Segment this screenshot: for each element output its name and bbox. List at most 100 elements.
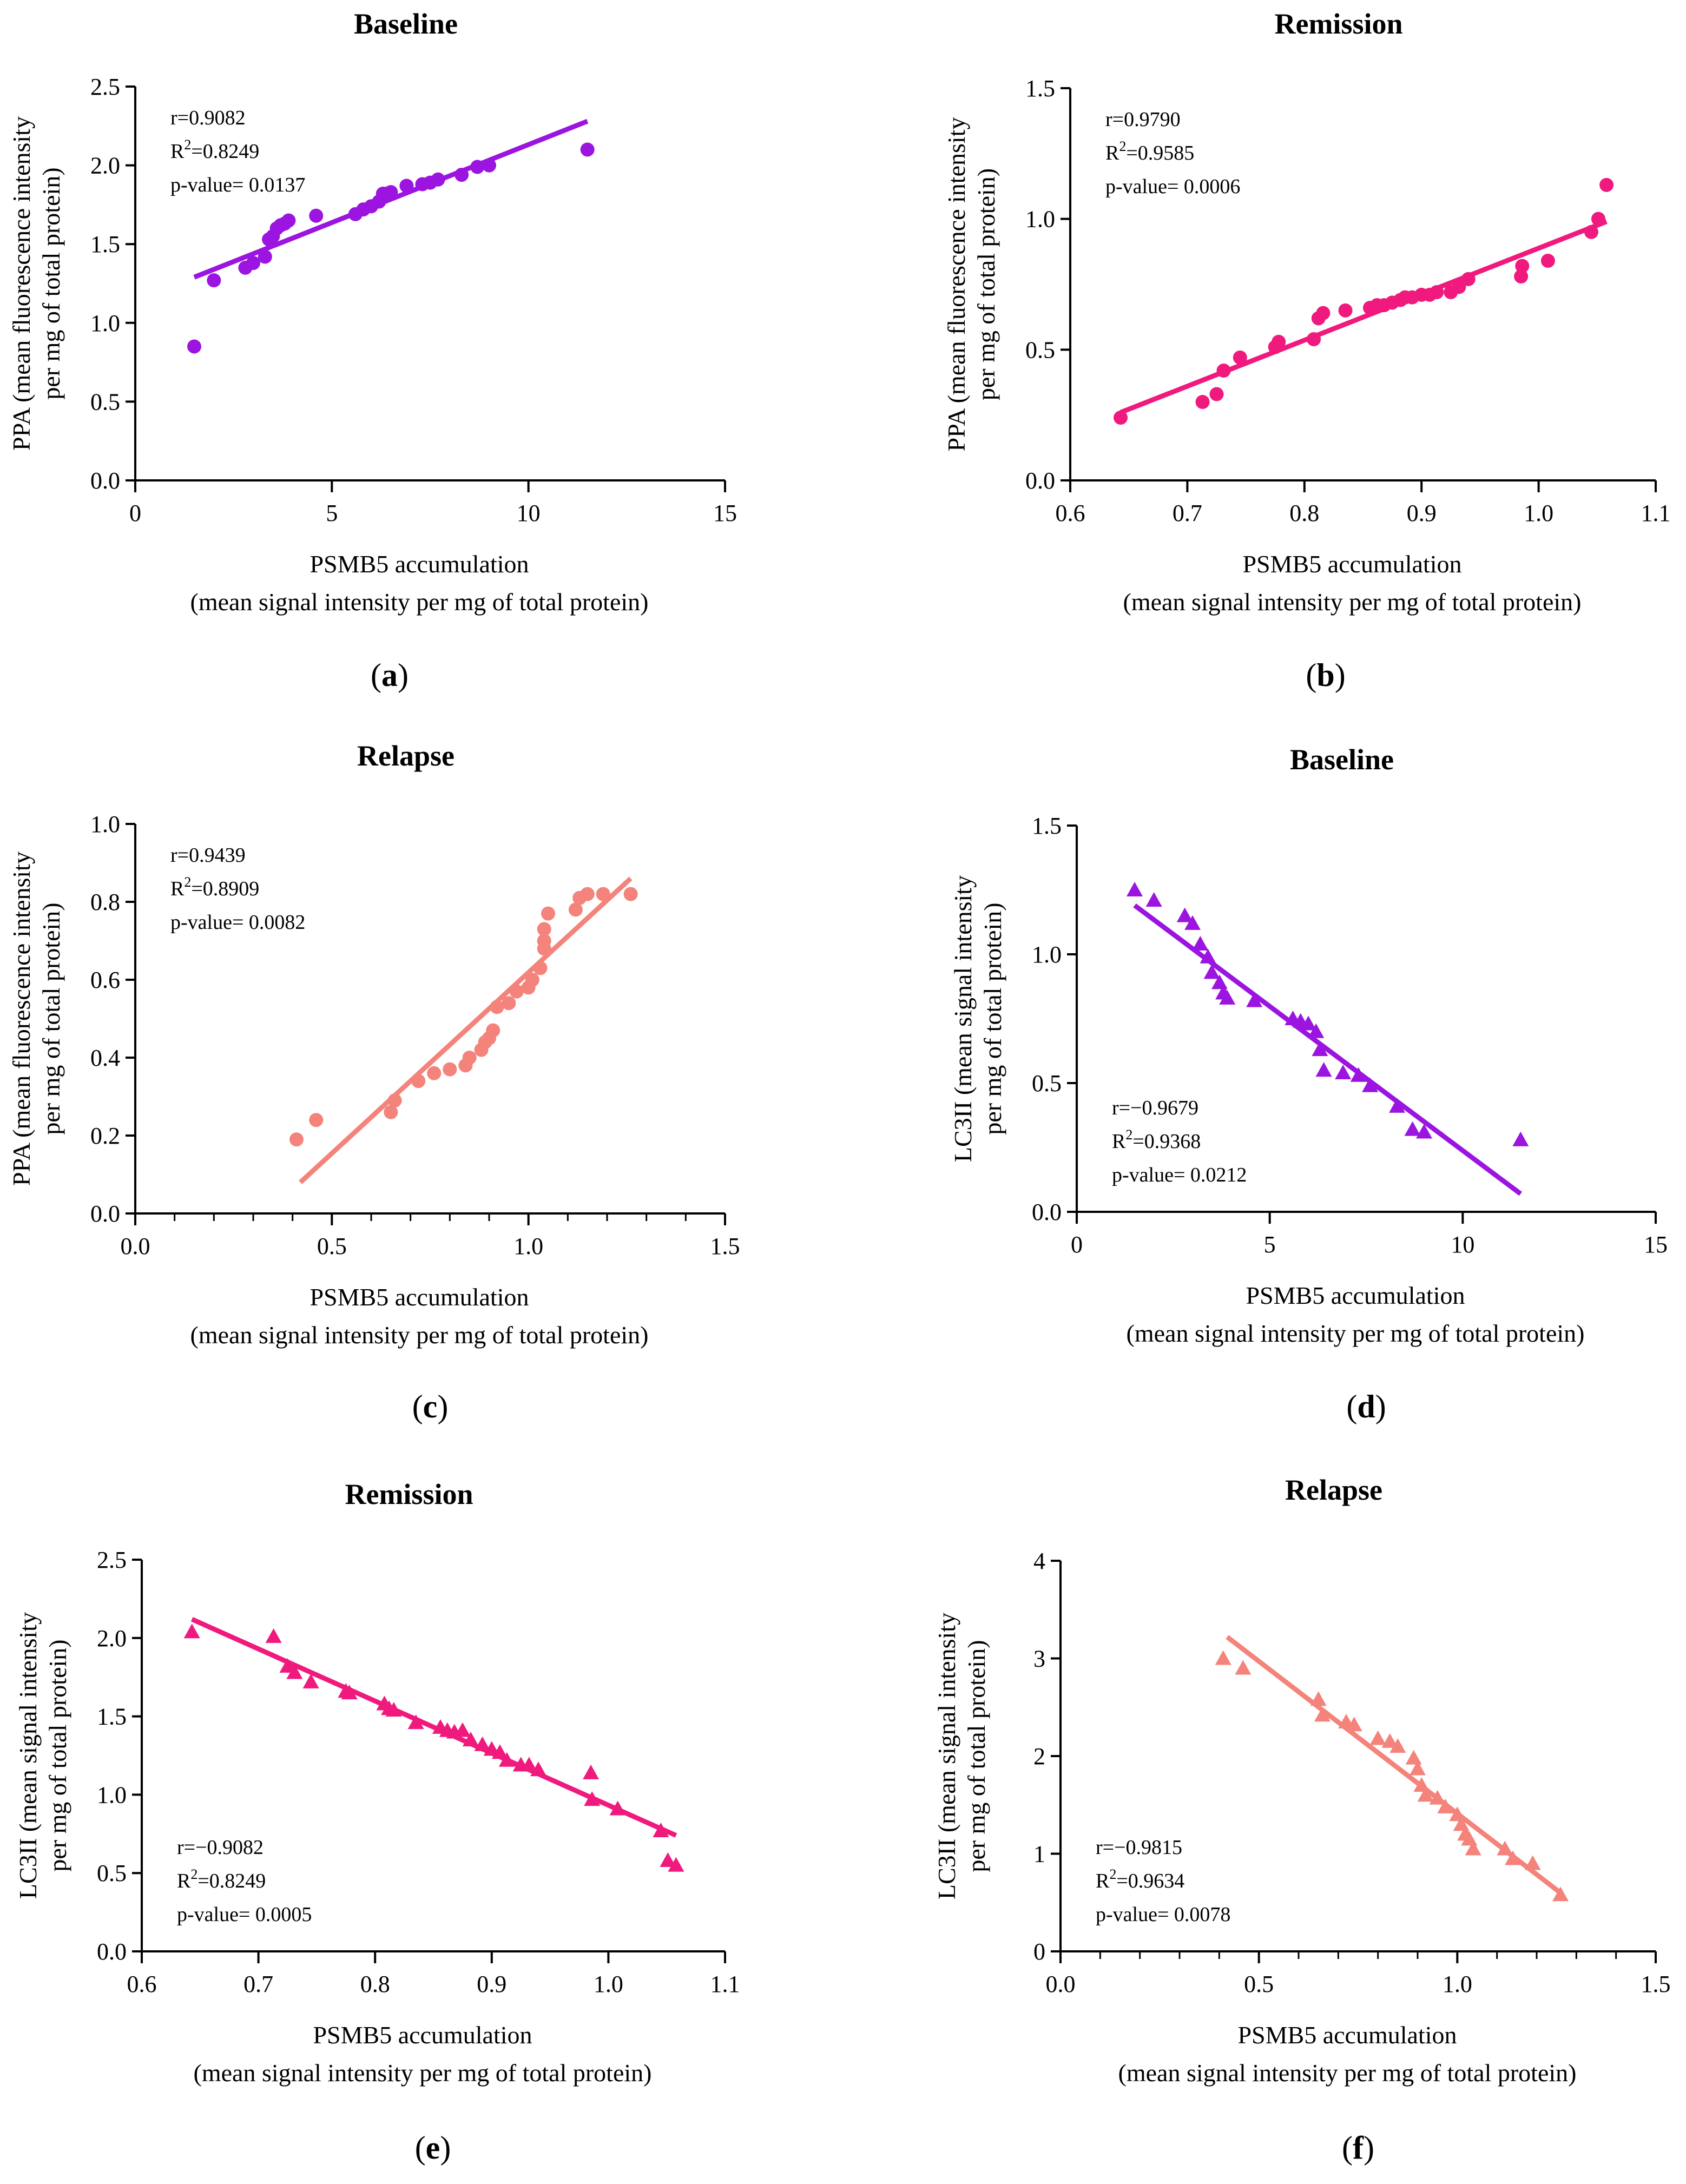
panel-label: (d) (1346, 1389, 1386, 1424)
stat-annotation: p-value= 0.0006 (1105, 175, 1240, 198)
chart-title: Relapse (357, 740, 455, 772)
panel-label: (e) (415, 2130, 451, 2166)
x-tick-label: 0.0 (1046, 1971, 1076, 1997)
data-point (384, 185, 398, 200)
data-point (1184, 915, 1201, 930)
x-tick-label: 0.5 (1244, 1971, 1274, 1997)
x-tick-label: 1.5 (710, 1233, 740, 1259)
stat-annotation: r=−0.9679 (1112, 1097, 1198, 1119)
data-point (1272, 334, 1286, 349)
data-point (455, 168, 469, 182)
data-point (1515, 259, 1530, 273)
chart-panel-e: Remission 0.0 0.5 1.0 1.5 2.0 2.5 0.6 0.7 0.8 0.9 1… (14, 1478, 740, 2166)
data-point (623, 887, 638, 901)
data-point (1405, 1750, 1422, 1765)
y-tick-label: 0.5 (1025, 336, 1055, 363)
x-axis-label: PSMB5 accumulation (1246, 1282, 1465, 1309)
data-point (1389, 1098, 1406, 1113)
y-tick-label: 1 (1033, 1841, 1045, 1868)
data-point (1127, 882, 1143, 896)
data-point (1312, 1041, 1328, 1057)
data-point (580, 142, 595, 157)
x-tick-label: 5 (326, 500, 338, 526)
data-point (1195, 395, 1210, 409)
x-tick-label: 10 (517, 500, 541, 526)
x-tick-label: 1.1 (1641, 500, 1671, 526)
x-axis-label: PSMB5 accumulation (1237, 2021, 1457, 2049)
data-point (1584, 225, 1598, 239)
chart-panel-a: Baseline 0.0 0.5 1.0 1.5 2.0 2.5 0 5 10 15 PPA (mea… (8, 8, 737, 693)
data-point (509, 984, 524, 999)
data-point (1308, 1023, 1325, 1038)
x-tick-label: 1.1 (710, 1971, 740, 1997)
x-tick-label: 1.0 (1443, 1971, 1472, 1997)
chart-title: Remission (1274, 8, 1402, 40)
data-point (1114, 411, 1128, 425)
data-point (1540, 254, 1555, 268)
stat-annotation: p-value= 0.0137 (170, 174, 305, 196)
stat-annotation: R2=0.9368 (1112, 1127, 1201, 1153)
data-point (443, 1062, 457, 1077)
y-tick-label: 2 (1033, 1743, 1045, 1770)
y-axis-label: LC3II (mean signal intensity (933, 1613, 960, 1899)
y-tick-label: 1.5 (90, 231, 120, 258)
panel-label: (c) (412, 1389, 449, 1424)
stat-annotation: p-value= 0.0078 (1096, 1903, 1230, 1926)
data-point (1591, 212, 1605, 226)
x-tick-label: 0.7 (243, 1971, 273, 1997)
data-point (1200, 948, 1216, 964)
x-tick-label: 0.9 (1407, 500, 1437, 526)
y-axis-label: LC3II (mean signal intensity (14, 1612, 42, 1899)
data-point (387, 1093, 402, 1108)
data-point (1216, 364, 1231, 378)
chart-panel-f: Relapse 0 1 2 3 4 0.0 0.5 1.0 1.5 LC3II (mean sign… (933, 1474, 1671, 2166)
x-axis-label: PSMB5 accumulation (309, 1283, 529, 1311)
data-point (1310, 1691, 1327, 1706)
data-point (1209, 387, 1224, 401)
data-point (1176, 907, 1193, 922)
y-tick-label: 0.0 (1032, 1199, 1062, 1225)
panel-label: (a) (371, 657, 409, 693)
x-tick-label: 1.5 (1641, 1971, 1671, 1997)
data-point (1512, 1131, 1529, 1146)
data-point (609, 1800, 626, 1816)
x-tick-label: 10 (1451, 1231, 1474, 1258)
regression-line (190, 1616, 677, 1838)
data-point (653, 1823, 669, 1838)
data-point (1338, 303, 1353, 318)
data-point (1219, 989, 1236, 1005)
data-point (537, 934, 551, 948)
data-point (1215, 1650, 1231, 1665)
data-point (596, 887, 610, 901)
regression-line (299, 876, 633, 1184)
data-point (525, 973, 539, 987)
regression-line (1119, 219, 1608, 415)
data-point (1505, 1850, 1521, 1865)
data-point (462, 1732, 479, 1747)
data-point (568, 902, 583, 917)
regression-line (1133, 903, 1523, 1196)
stat-annotation: p-value= 0.0082 (170, 911, 305, 934)
stat-annotation: R2=0.8249 (170, 137, 259, 163)
data-point (1524, 1855, 1541, 1870)
y-tick-label: 0.5 (97, 1860, 127, 1886)
x-tick-label: 1.0 (1524, 500, 1553, 526)
y-tick-label: 1.0 (97, 1781, 127, 1808)
chart-title: Relapse (1285, 1474, 1382, 1506)
x-tick-label: 0 (1071, 1231, 1083, 1258)
y-tick-label: 1.5 (1025, 75, 1055, 102)
stat-annotation: r=0.9790 (1105, 108, 1181, 131)
data-point (584, 1791, 601, 1806)
y-tick-label: 2.0 (97, 1625, 127, 1652)
data-point (533, 961, 548, 975)
data-point (286, 1664, 303, 1679)
data-point (1465, 1840, 1481, 1856)
data-point (384, 1105, 398, 1119)
stat-annotation: R2=0.8249 (177, 1866, 266, 1892)
data-point (1416, 1124, 1432, 1139)
stat-annotation: R2=0.8909 (170, 874, 259, 900)
data-point (491, 1744, 508, 1759)
data-point (462, 1051, 477, 1065)
data-point (399, 179, 414, 193)
